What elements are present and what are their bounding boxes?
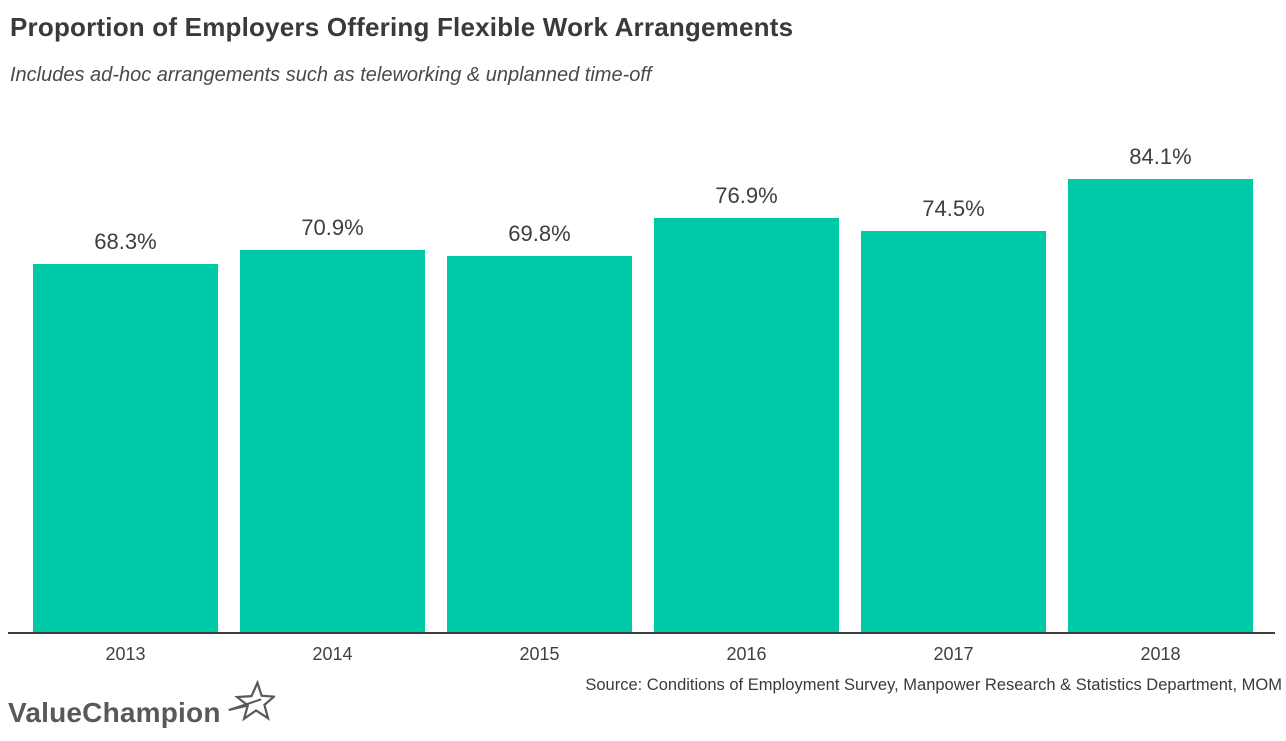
bar-value-label: 69.8% <box>508 221 571 247</box>
x-axis-tick-label: 2014 <box>312 644 353 664</box>
bar-group: 69.8% <box>447 221 632 633</box>
chart-subtitle: Includes ad-hoc arrangements such as tel… <box>10 64 652 86</box>
x-axis-tick-label: 2015 <box>519 644 560 664</box>
bar-group: 68.3% <box>33 229 218 633</box>
bar <box>654 217 839 633</box>
bar <box>33 264 218 633</box>
bar <box>240 250 425 633</box>
x-axis-labels: 2013 2014 2015 2016 2017 2018 <box>33 644 1253 665</box>
bar-value-label: 76.9% <box>715 182 778 208</box>
bar-group: 76.9% <box>654 183 839 633</box>
x-axis-tick-label: 2013 <box>105 644 146 664</box>
star-icon <box>227 679 277 733</box>
bar-group: 70.9% <box>240 215 425 633</box>
bar <box>861 230 1046 633</box>
x-axis-tick-label: 2016 <box>726 644 767 664</box>
chart-title: Proportion of Employers Offering Flexibl… <box>10 12 794 42</box>
bar-group: 84.1% <box>1068 144 1253 633</box>
valuechampion-logo: ValueChampion <box>8 679 277 735</box>
x-axis-tick-label: 2018 <box>1140 644 1181 664</box>
bar-group: 74.5% <box>861 196 1046 633</box>
x-axis-line <box>8 632 1275 634</box>
bar <box>1068 178 1253 633</box>
bar-value-label: 84.1% <box>1129 143 1192 169</box>
logo-text: ValueChampion <box>8 697 221 728</box>
bar-value-label: 68.3% <box>94 229 157 255</box>
bar-value-label: 74.5% <box>922 195 985 221</box>
x-axis-tick-label: 2017 <box>933 644 974 664</box>
bar-group-container: 68.3% 70.9% 69.8% 76.9% 74.5% 84.1% <box>33 133 1253 633</box>
bar-value-label: 70.9% <box>301 215 364 241</box>
bar <box>447 256 632 633</box>
source-note: Source: Conditions of Employment Survey,… <box>585 676 1282 694</box>
